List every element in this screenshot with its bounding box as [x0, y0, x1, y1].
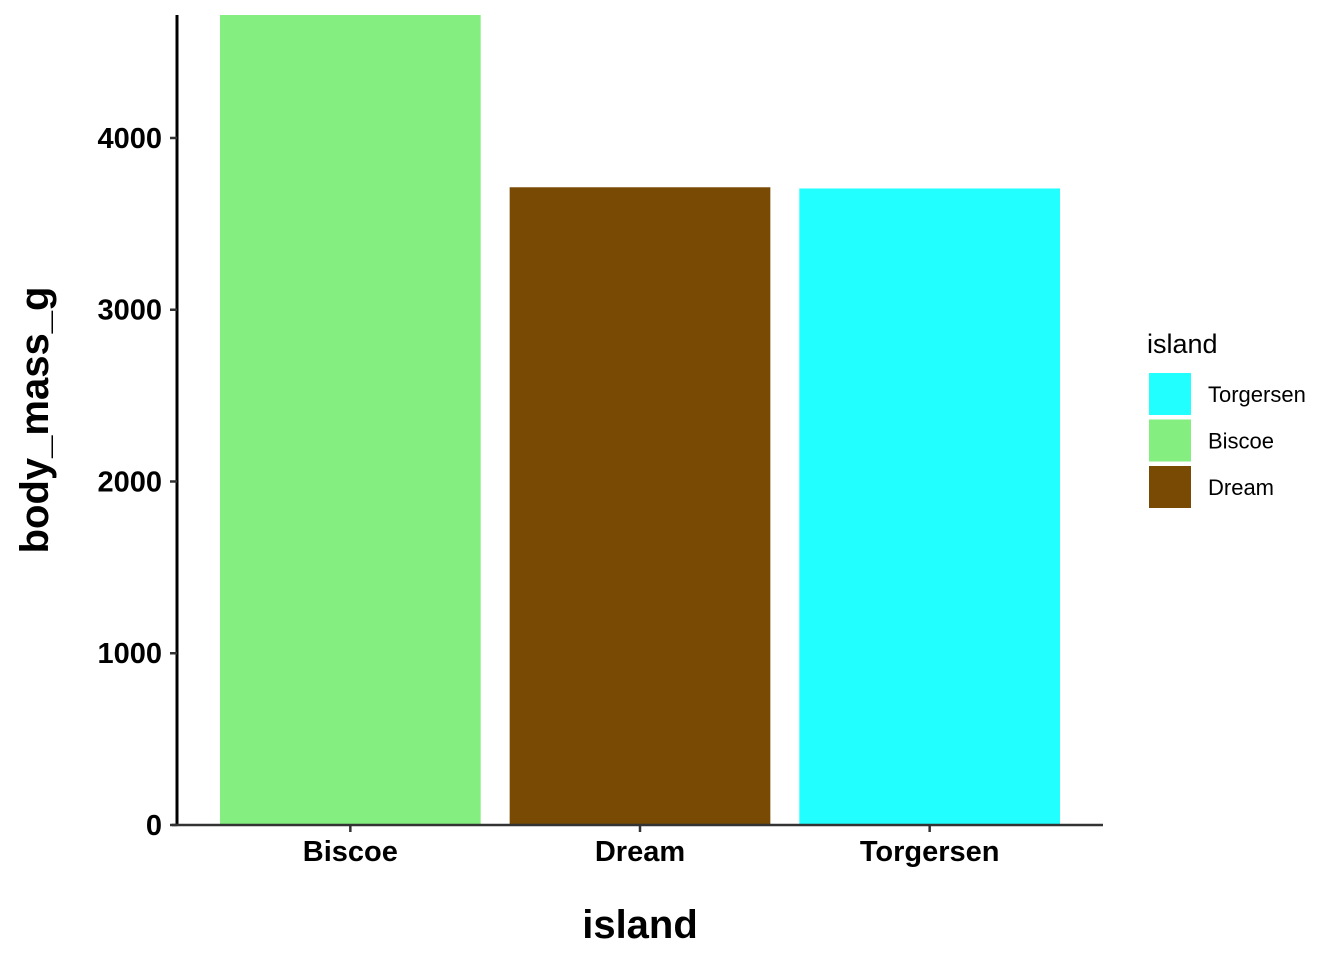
y-tick-label: 1000 [97, 638, 162, 670]
y-axis-ticks: 0 1000 2000 3000 4000 [97, 123, 177, 842]
y-tick-label: 2000 [97, 466, 162, 498]
legend-swatch-biscoe [1149, 419, 1191, 462]
x-axis-ticks: Biscoe Dream Torgersen [303, 825, 1000, 868]
legend-title: island [1147, 329, 1218, 359]
bar-dream [509, 187, 771, 825]
legend: island Torgersen Biscoe Dream [1147, 329, 1306, 508]
x-tick-label: Torgersen [860, 836, 1000, 868]
y-tick-label: 0 [146, 810, 162, 842]
bar-biscoe [219, 15, 481, 825]
legend-label-biscoe: Biscoe [1208, 429, 1274, 454]
y-tick-label: 4000 [97, 123, 162, 155]
bar-torgersen [799, 188, 1061, 826]
y-tick-label: 3000 [97, 295, 162, 327]
x-tick-label: Dream [595, 836, 685, 868]
x-axis-title: island [582, 903, 698, 947]
x-tick-label: Biscoe [303, 836, 398, 868]
legend-label-torgersen: Torgersen [1208, 382, 1306, 407]
legend-swatch-torgersen [1149, 373, 1191, 415]
legend-entries: Torgersen Biscoe Dream [1149, 373, 1306, 508]
legend-swatch-dream [1149, 466, 1191, 508]
y-axis-title: body_mass_g [13, 287, 57, 554]
bars-layer [219, 15, 1061, 826]
legend-label-dream: Dream [1208, 475, 1274, 500]
